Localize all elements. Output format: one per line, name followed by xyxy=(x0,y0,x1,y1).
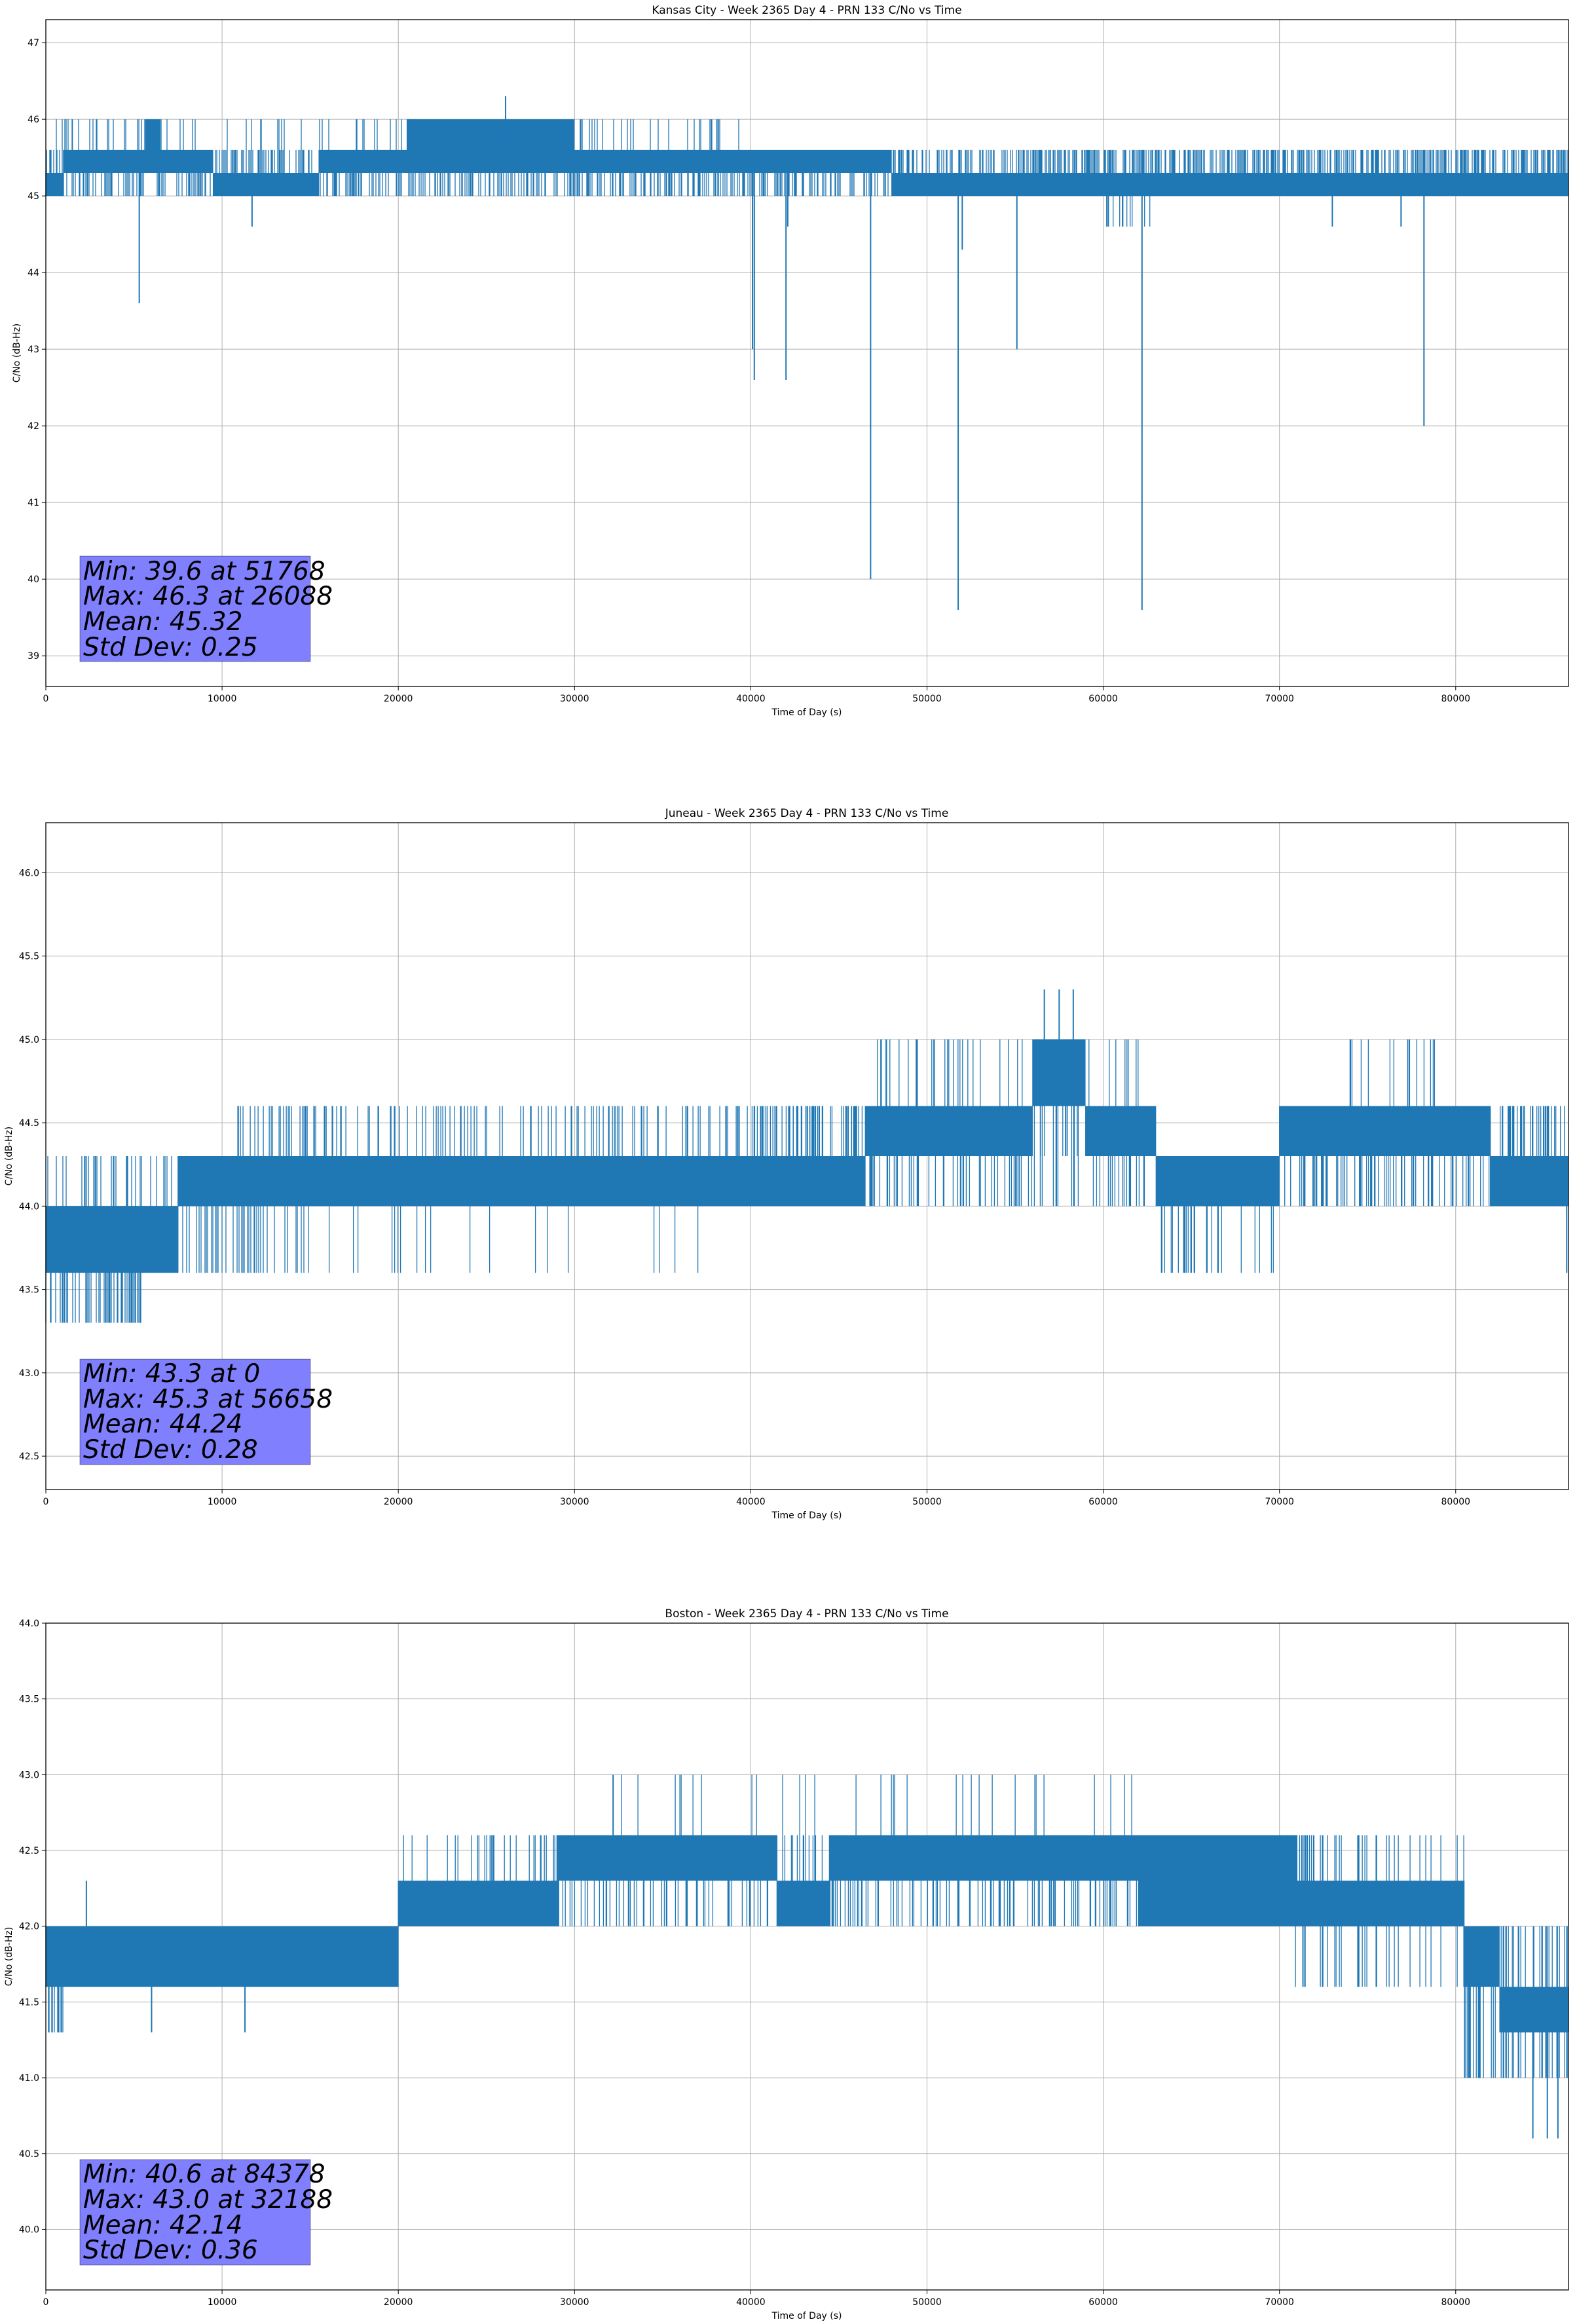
plot-frame xyxy=(45,1622,1569,2291)
stats-mean: Mean: 45.32 xyxy=(83,607,242,637)
y-tick-label: 44 xyxy=(28,268,39,278)
stats-box-background xyxy=(79,555,311,662)
y-ticks: 42.5 43.0 43.5 44.0 44.5 45.0 45.5 46.0 xyxy=(19,868,46,1462)
x-tick-label: 60000 xyxy=(1088,1497,1118,1507)
y-tick-label: 43.5 xyxy=(19,1285,39,1296)
y-axis-label: C/No (dB-Hz) xyxy=(12,324,22,383)
stats-box: Min: 40.6 at 84378 Max: 43.0 at 32188 Me… xyxy=(79,2159,333,2266)
stats-box: Min: 39.6 at 51768 Max: 46.3 at 26088 Me… xyxy=(79,555,333,662)
x-tick-label: 50000 xyxy=(912,1497,942,1507)
y-tick-label: 47 xyxy=(28,38,39,48)
chart-panel-kansas-city: Kansas City - Week 2365 Day 4 - PRN 133 … xyxy=(12,4,1569,718)
y-tick-label: 40.5 xyxy=(19,2149,39,2160)
y-tick-label: 45 xyxy=(28,191,39,202)
y-axis-label: C/No (dB-Hz) xyxy=(4,1927,14,1986)
x-tick-label: 20000 xyxy=(384,2297,413,2308)
x-tick-label: 80000 xyxy=(1441,694,1471,704)
y-tick-label: 43 xyxy=(28,345,39,355)
x-tick-label: 20000 xyxy=(384,694,413,704)
y-axis-label: C/No (dB-Hz) xyxy=(4,1127,14,1186)
x-tick-label: 30000 xyxy=(560,2297,589,2308)
x-tick-label: 40000 xyxy=(736,1497,766,1507)
stats-mean: Mean: 44.24 xyxy=(83,1410,242,1439)
y-tick-label: 45.5 xyxy=(19,952,39,962)
stats-std-dev: Std Dev: 0.25 xyxy=(83,633,258,662)
x-tick-label: 50000 xyxy=(912,694,942,704)
x-ticks: 0 10000 20000 30000 40000 50000 60000 70000 8000… xyxy=(43,2290,1471,2308)
chart-title: Juneau - Week 2365 Day 4 - PRN 133 C/No … xyxy=(665,807,949,820)
y-tick-label: 43.0 xyxy=(19,1368,39,1379)
y-tick-label: 42 xyxy=(28,421,39,432)
y-tick-label: 42.5 xyxy=(19,1452,39,1462)
x-tick-label: 80000 xyxy=(1441,2297,1471,2308)
stats-max: Max: 46.3 at 26088 xyxy=(83,582,333,611)
y-tick-label: 42.0 xyxy=(19,1922,39,1932)
stats-box-background xyxy=(79,1359,311,1465)
x-tick-label: 0 xyxy=(43,1497,49,1507)
x-tick-label: 40000 xyxy=(736,694,766,704)
x-tick-label: 30000 xyxy=(560,1497,589,1507)
x-tick-label: 0 xyxy=(43,694,49,704)
x-tick-label: 0 xyxy=(43,2297,49,2308)
y-tick-label: 44.0 xyxy=(19,1619,39,1629)
y-ticks: 40.0 40.5 41.0 41.5 42.0 42.5 43.0 43.5 44.0 xyxy=(19,1619,46,2235)
y-tick-label: 41.0 xyxy=(19,2073,39,2084)
y-tick-label: 40.0 xyxy=(19,2224,39,2235)
x-tick-label: 10000 xyxy=(208,694,237,704)
chart-panel-juneau: Juneau - Week 2365 Day 4 - PRN 133 C/No … xyxy=(4,807,1569,1521)
stats-min: Min: 40.6 at 84378 xyxy=(83,2160,325,2189)
stats-std-dev: Std Dev: 0.28 xyxy=(83,1435,258,1465)
chart-title: Kansas City - Week 2365 Day 4 - PRN 133 … xyxy=(652,4,961,17)
y-tick-label: 41 xyxy=(28,498,39,508)
x-tick-label: 70000 xyxy=(1265,694,1294,704)
stats-mean: Mean: 42.14 xyxy=(83,2211,242,2240)
stats-box-background xyxy=(79,2159,311,2266)
stats-max: Max: 45.3 at 56658 xyxy=(83,1385,333,1414)
y-tick-label: 44.0 xyxy=(19,1201,39,1212)
y-tick-label: 39 xyxy=(28,651,39,662)
x-axis-label: Time of Day (s) xyxy=(771,1510,842,1521)
stats-max: Max: 43.0 at 32188 xyxy=(83,2185,333,2215)
x-tick-label: 10000 xyxy=(208,2297,237,2308)
stats-min: Min: 39.6 at 51768 xyxy=(83,557,325,586)
x-tick-label: 30000 xyxy=(560,694,589,704)
x-tick-label: 70000 xyxy=(1265,2297,1294,2308)
x-axis-label: Time of Day (s) xyxy=(771,707,842,718)
plot-frame xyxy=(45,822,1569,1490)
stats-std-dev: Std Dev: 0.36 xyxy=(83,2236,258,2265)
x-ticks: 0 10000 20000 30000 40000 50000 60000 70000 8000… xyxy=(43,686,1471,704)
y-tick-label: 42.5 xyxy=(19,1846,39,1856)
x-tick-label: 60000 xyxy=(1088,2297,1118,2308)
x-tick-label: 50000 xyxy=(912,2297,942,2308)
y-tick-label: 44.5 xyxy=(19,1118,39,1129)
x-tick-label: 70000 xyxy=(1265,1497,1294,1507)
stats-box: Min: 43.3 at 0 Max: 45.3 at 56658 Mean: … xyxy=(79,1359,333,1465)
chart-panel-boston: Boston - Week 2365 Day 4 - PRN 133 C/No … xyxy=(4,1607,1569,2321)
y-tick-label: 46 xyxy=(28,115,39,125)
y-tick-label: 43.5 xyxy=(19,1695,39,1705)
x-tick-label: 80000 xyxy=(1441,1497,1471,1507)
y-tick-label: 40 xyxy=(28,574,39,585)
y-tick-label: 43.0 xyxy=(19,1770,39,1780)
y-tick-label: 45.0 xyxy=(19,1035,39,1045)
y-tick-label: 41.5 xyxy=(19,1997,39,2008)
x-tick-label: 40000 xyxy=(736,2297,766,2308)
y-tick-label: 46.0 xyxy=(19,868,39,878)
stats-min: Min: 43.3 at 0 xyxy=(83,1359,260,1389)
chart-title: Boston - Week 2365 Day 4 - PRN 133 C/No … xyxy=(665,1607,948,1621)
x-ticks: 0 10000 20000 30000 40000 50000 60000 70000 8000… xyxy=(43,1490,1471,1507)
y-ticks: 39 40 41 42 43 44 45 46 47 xyxy=(28,38,46,662)
x-axis-label: Time of Day (s) xyxy=(771,2311,842,2321)
plot-frame xyxy=(45,19,1569,687)
x-tick-label: 20000 xyxy=(384,1497,413,1507)
x-tick-label: 10000 xyxy=(208,1497,237,1507)
x-tick-label: 60000 xyxy=(1088,694,1118,704)
